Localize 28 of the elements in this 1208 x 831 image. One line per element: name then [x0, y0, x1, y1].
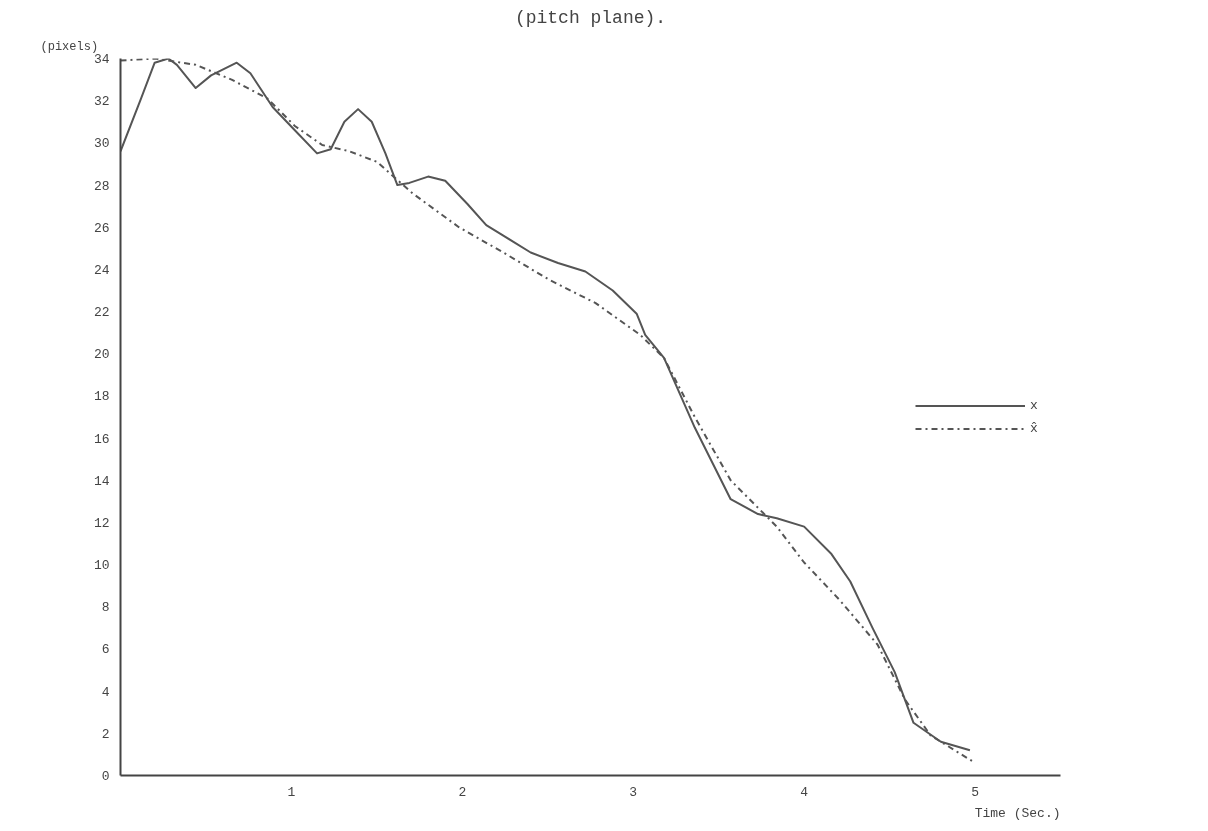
y-tick-label: 14: [93, 473, 110, 489]
y-tick-label: 8: [101, 600, 110, 616]
text: x̂: [1030, 420, 1039, 436]
x-tick-label: 1: [287, 784, 296, 800]
y-tick-label: 34: [93, 52, 110, 67]
y-tick-label: 0: [101, 769, 110, 784]
y-tick-label: 20: [93, 347, 110, 363]
y-tick-label: 18: [93, 389, 110, 405]
y-tick-label: 28: [93, 178, 110, 194]
y-tick-label: 6: [101, 642, 110, 658]
y-tick-label: 10: [93, 558, 110, 574]
y-tick-label: 12: [93, 515, 110, 531]
y-tick-label: 26: [93, 220, 110, 236]
x-tick-label: 5: [971, 784, 979, 800]
x-tick-label: 4: [800, 784, 809, 800]
y-tick-label: 22: [93, 305, 110, 321]
y-tick-label: 32: [93, 94, 110, 110]
y-tick-label: 4: [101, 684, 110, 700]
x-axis-title: Time (Sec.): [974, 805, 1061, 821]
y-tick-label: 30: [93, 136, 110, 152]
y-tick-label: 24: [93, 262, 110, 278]
x-tick-label: 3: [629, 784, 638, 800]
text: x: [1030, 397, 1039, 413]
chart-title: (pitch plane).: [514, 7, 667, 28]
x-tick-label: 2: [458, 784, 467, 800]
y-axis-title: (pixels): [40, 39, 99, 54]
y-tick-label: 2: [101, 726, 110, 742]
y-tick-label: 16: [93, 431, 110, 447]
